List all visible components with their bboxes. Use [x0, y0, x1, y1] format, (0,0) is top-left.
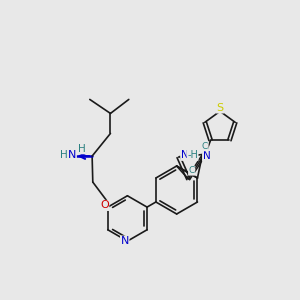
Text: C: C: [188, 166, 195, 175]
Text: N: N: [68, 150, 76, 160]
Text: O: O: [100, 200, 109, 210]
Text: N: N: [202, 151, 210, 161]
Text: N: N: [181, 150, 188, 161]
Text: H: H: [60, 150, 68, 160]
Text: S: S: [216, 103, 224, 113]
Text: -H: -H: [187, 150, 198, 161]
Text: H: H: [78, 144, 86, 154]
Text: C: C: [202, 142, 208, 151]
Text: N: N: [121, 236, 129, 246]
